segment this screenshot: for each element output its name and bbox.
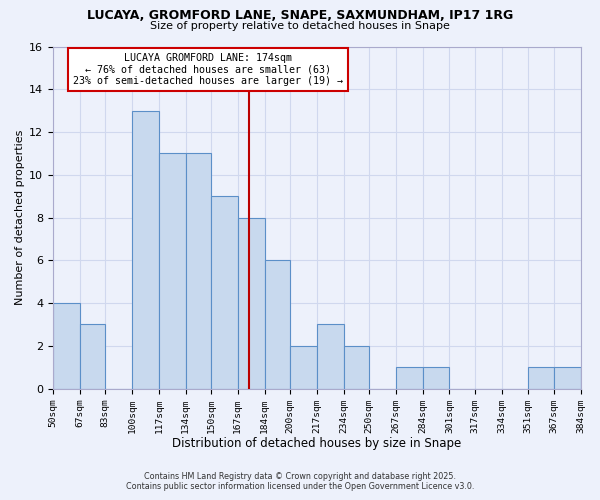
Text: Contains HM Land Registry data © Crown copyright and database right 2025.
Contai: Contains HM Land Registry data © Crown c… <box>126 472 474 491</box>
Bar <box>53 303 80 388</box>
Bar <box>80 324 105 388</box>
Bar <box>344 346 369 389</box>
Bar <box>132 110 159 388</box>
Bar <box>422 367 449 388</box>
Bar <box>396 367 422 388</box>
Bar <box>211 196 238 388</box>
Bar <box>265 260 290 388</box>
Bar <box>554 367 581 388</box>
Y-axis label: Number of detached properties: Number of detached properties <box>15 130 25 305</box>
Bar <box>581 367 600 388</box>
Bar <box>238 218 265 388</box>
X-axis label: Distribution of detached houses by size in Snape: Distribution of detached houses by size … <box>172 437 461 450</box>
Bar <box>529 367 554 388</box>
Text: LUCAYA GROMFORD LANE: 174sqm
← 76% of detached houses are smaller (63)
23% of se: LUCAYA GROMFORD LANE: 174sqm ← 76% of de… <box>73 53 343 86</box>
Bar <box>290 346 317 389</box>
Bar <box>159 154 185 388</box>
Text: LUCAYA, GROMFORD LANE, SNAPE, SAXMUNDHAM, IP17 1RG: LUCAYA, GROMFORD LANE, SNAPE, SAXMUNDHAM… <box>87 9 513 22</box>
Bar <box>185 154 211 388</box>
Text: Size of property relative to detached houses in Snape: Size of property relative to detached ho… <box>150 21 450 31</box>
Bar <box>317 324 344 388</box>
